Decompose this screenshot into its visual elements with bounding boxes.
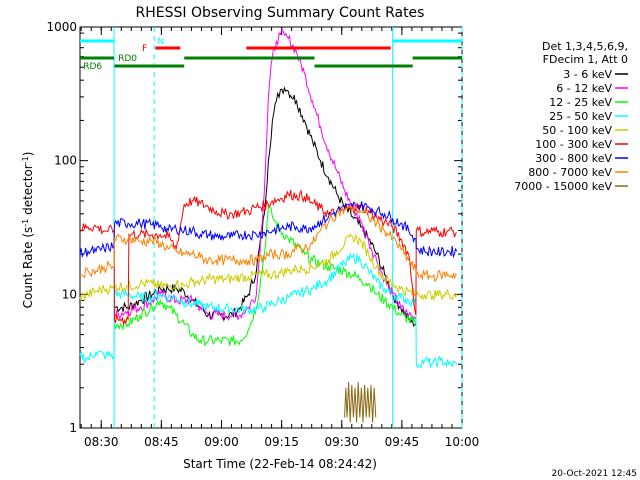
flag-label-n: N xyxy=(157,37,164,47)
x-tick-label: 10:00 xyxy=(445,435,480,449)
legend-label: 300 - 800 keV xyxy=(535,152,612,165)
series-line-9 xyxy=(344,382,377,423)
plot-area: 1 10 100 1000 08:30 08:45 09:00 09:15 09:30 09:45… xyxy=(46,20,479,449)
x-axis-label: Start Time (22-Feb-14 08:24:42) xyxy=(183,457,377,471)
legend-label: 3 - 6 keV xyxy=(563,68,612,81)
plot-frame xyxy=(79,26,463,429)
series-line-2 xyxy=(114,28,417,321)
legend-label: 6 - 12 keV xyxy=(556,82,612,95)
y-tick-label: 1 xyxy=(69,421,77,435)
flag-label-f: F xyxy=(142,44,147,54)
legend-label: 800 - 7000 keV xyxy=(528,166,612,179)
legend-label: 12 - 25 keV xyxy=(549,96,612,109)
legend-label: 7000 - 15000 keV xyxy=(514,180,612,193)
y-tick-label: 10 xyxy=(62,287,77,301)
legend: Det 1,3,4,5,6,9,FDecim 1, Att 0 3 - 6 keV… xyxy=(514,40,628,193)
x-tick-label: 09:45 xyxy=(385,435,420,449)
x-tick-label: 09:00 xyxy=(204,435,239,449)
series-line-5 xyxy=(79,233,458,302)
x-tick-label: 09:15 xyxy=(264,435,299,449)
legend-header: FDecim 1, Att 0 xyxy=(543,53,628,66)
legend-label: 50 - 100 keV xyxy=(542,124,612,137)
series-line-8 xyxy=(79,204,458,283)
x-tick-label: 09:30 xyxy=(324,435,359,449)
series-line-6 xyxy=(79,189,458,326)
x-tick-label: 08:45 xyxy=(144,435,179,449)
timestamp: 20-Oct-2021 12:45 xyxy=(552,469,637,479)
legend-header: Det 1,3,4,5,6,9, xyxy=(542,40,628,53)
y-tick-label: 1000 xyxy=(46,20,77,34)
y-tick-label: 100 xyxy=(54,154,77,168)
series-line-7 xyxy=(79,201,458,259)
flag-label-rd0: RD0 xyxy=(118,54,137,64)
chart-title: RHESSI Observing Summary Count Rates xyxy=(136,5,425,21)
legend-label: 100 - 300 keV xyxy=(535,138,612,151)
legend-label: 25 - 50 keV xyxy=(549,110,612,123)
series-line-4 xyxy=(79,252,458,369)
y-axis-label: Count Rate (s-1 detector-1) xyxy=(21,152,36,309)
x-tick-label: 08:30 xyxy=(84,435,119,449)
flag-label-rd6: RD6 xyxy=(83,62,102,72)
series-line-3 xyxy=(114,206,417,347)
